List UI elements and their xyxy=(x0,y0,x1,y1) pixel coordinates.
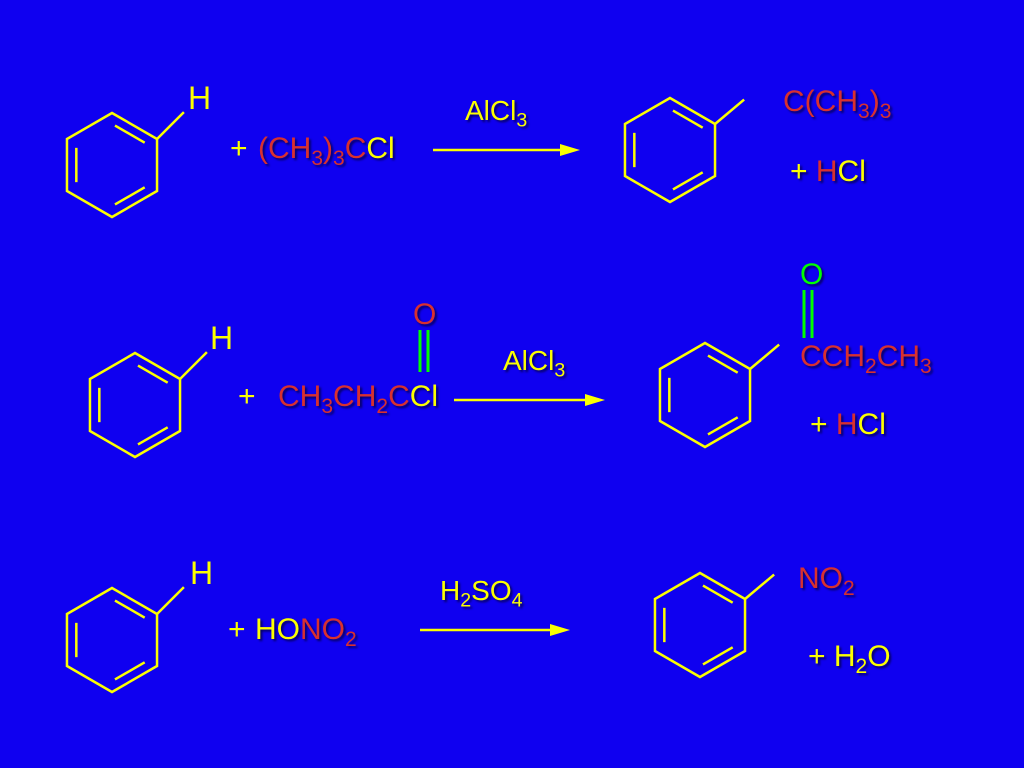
benzene-ring xyxy=(588,513,812,742)
chem-label: HONO2 xyxy=(255,613,357,652)
chem-label: CCH2CH3 xyxy=(800,340,932,379)
chem-label: H2SO4 xyxy=(440,575,523,613)
chem-label: O xyxy=(800,258,823,292)
chem-label: H xyxy=(210,320,233,357)
chem-label: + xyxy=(230,132,248,166)
chem-label: (CH3)3CCl xyxy=(258,132,395,171)
chem-label: + H2O xyxy=(808,640,891,679)
chem-label: + xyxy=(238,380,256,414)
chem-label: + xyxy=(228,613,246,647)
reaction-arrow xyxy=(428,130,585,170)
chem-label: H xyxy=(190,555,213,592)
chem-label: AlCl3 xyxy=(503,345,565,383)
chem-label: NO2 xyxy=(798,562,855,601)
chem-label: H xyxy=(188,80,211,117)
reaction-arrow xyxy=(415,610,575,650)
chem-label: O xyxy=(413,298,436,332)
chemistry-slide: H+(CH3)3CClAlCl3C(CH3)3+ HClH+CH3CH2CClO… xyxy=(0,0,1024,768)
chem-label: + HCl xyxy=(790,155,866,189)
chem-label: AlCl3 xyxy=(465,95,527,133)
chem-label: CH3CH2CCl xyxy=(278,380,438,419)
benzene-ring xyxy=(558,38,782,267)
reaction-arrow xyxy=(449,380,610,420)
double-bond xyxy=(795,285,821,343)
chem-label: C(CH3)3 xyxy=(783,85,891,124)
double-bond xyxy=(411,325,437,377)
benzene-ring xyxy=(593,283,817,512)
chem-label: + HCl xyxy=(810,408,886,442)
